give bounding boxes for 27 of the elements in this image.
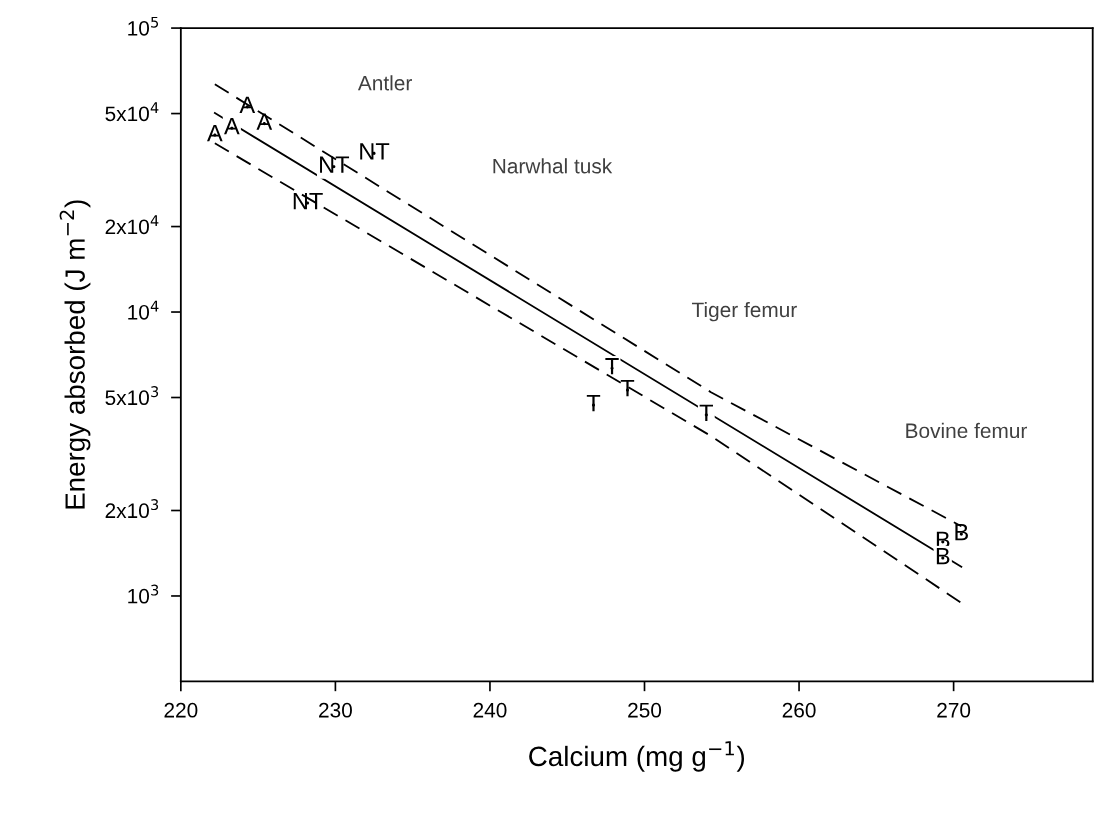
y-tick-label: 2x10$^{4}$ [105,215,159,235]
y-tick-label: 2x10$^{3}$ [105,499,159,519]
x-tick-label: 240 [473,702,507,718]
y-tick-label: 10$^{5}$ [128,16,159,36]
text: A [239,96,256,113]
y-tick-label: 10$^{3}$ [128,584,159,604]
annotation: Antler [357,75,412,91]
x-tick-label: 270 [937,702,971,718]
series-label: NT [360,143,390,160]
y-axis-title: Energy absorbed (J m$^{−2}$) [59,200,91,509]
text: A [207,124,223,142]
y-tick-label: 5x10$^{3}$ [105,386,159,406]
text: A [224,118,240,135]
y-tick-label: 10$^{4}$ [128,300,159,320]
x-axis-title: Calcium (mg g$^{−1}$) [529,741,745,772]
text: NT [293,192,323,210]
x-tick-label: 250 [628,702,662,718]
annotation: Narwhal tusk [493,158,613,174]
y-tick-label: 5x10$^{4}$ [105,102,159,122]
annotation: Bovine femur [906,422,1027,439]
x-tick-label: 230 [319,702,352,718]
annotation: Tiger femur [691,301,797,322]
x-tick-label: 260 [782,702,816,718]
text: NT [320,156,350,173]
text: T [586,395,601,412]
x-tick-label: 220 [164,702,198,718]
text: B [955,524,968,541]
